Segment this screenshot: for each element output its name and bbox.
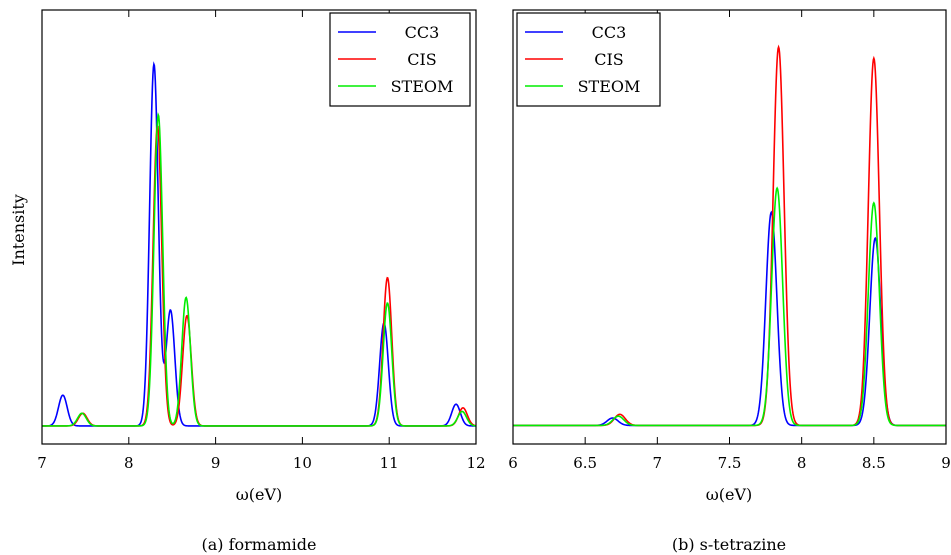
s-tetrazine-panel: ω(eV) (b) s-tetrazine 6 6.5 7 7.5 8 8.5 9 CC3 CI… (508, 9, 951, 554)
series-lines (42, 61, 476, 427)
x-tick-label: 9 (211, 454, 221, 472)
panel-caption: (a) formamide (201, 535, 316, 554)
series-line-steom (42, 112, 476, 427)
x-tick-label: 6.5 (573, 454, 597, 472)
x-tick-label: 8 (124, 454, 134, 472)
legend-label-cc3: CC3 (592, 23, 627, 42)
legend-label-cis: CIS (407, 50, 437, 69)
legend-label-cis: CIS (594, 50, 624, 69)
x-tick-label: 11 (380, 454, 399, 472)
x-tick-label: 10 (293, 454, 312, 472)
legend-label-steom: STEOM (578, 77, 641, 96)
x-tick-label: 6 (508, 454, 518, 472)
series-lines (513, 44, 946, 427)
series-line-steom (513, 186, 946, 427)
series-line-cc3 (42, 61, 476, 427)
x-tick-label: 8.5 (862, 454, 886, 472)
x-tick-label: 9 (941, 454, 951, 472)
y-axis-label: Intensity (9, 194, 28, 266)
x-tick-label: 7.5 (718, 454, 742, 472)
x-tick-label: 12 (466, 454, 485, 472)
x-axis-label: ω(eV) (236, 485, 283, 504)
axes-frame (41, 9, 477, 445)
legend: CC3 CIS STEOM (516, 12, 661, 107)
x-tick-label: 7 (653, 454, 663, 472)
panel-caption: (b) s-tetrazine (672, 535, 786, 554)
series-line-cis (42, 124, 476, 427)
x-tick-label: 8 (797, 454, 807, 472)
x-tick-label: 7 (37, 454, 47, 472)
legend-label-cc3: CC3 (405, 23, 440, 42)
legend-label-steom: STEOM (391, 77, 454, 96)
legend: CC3 CIS STEOM (329, 12, 471, 107)
x-axis-label: ω(eV) (706, 485, 753, 504)
formamide-panel: Intensity ω(eV) (a) formamide 7 8 9 10 11 12 C… (9, 9, 486, 554)
